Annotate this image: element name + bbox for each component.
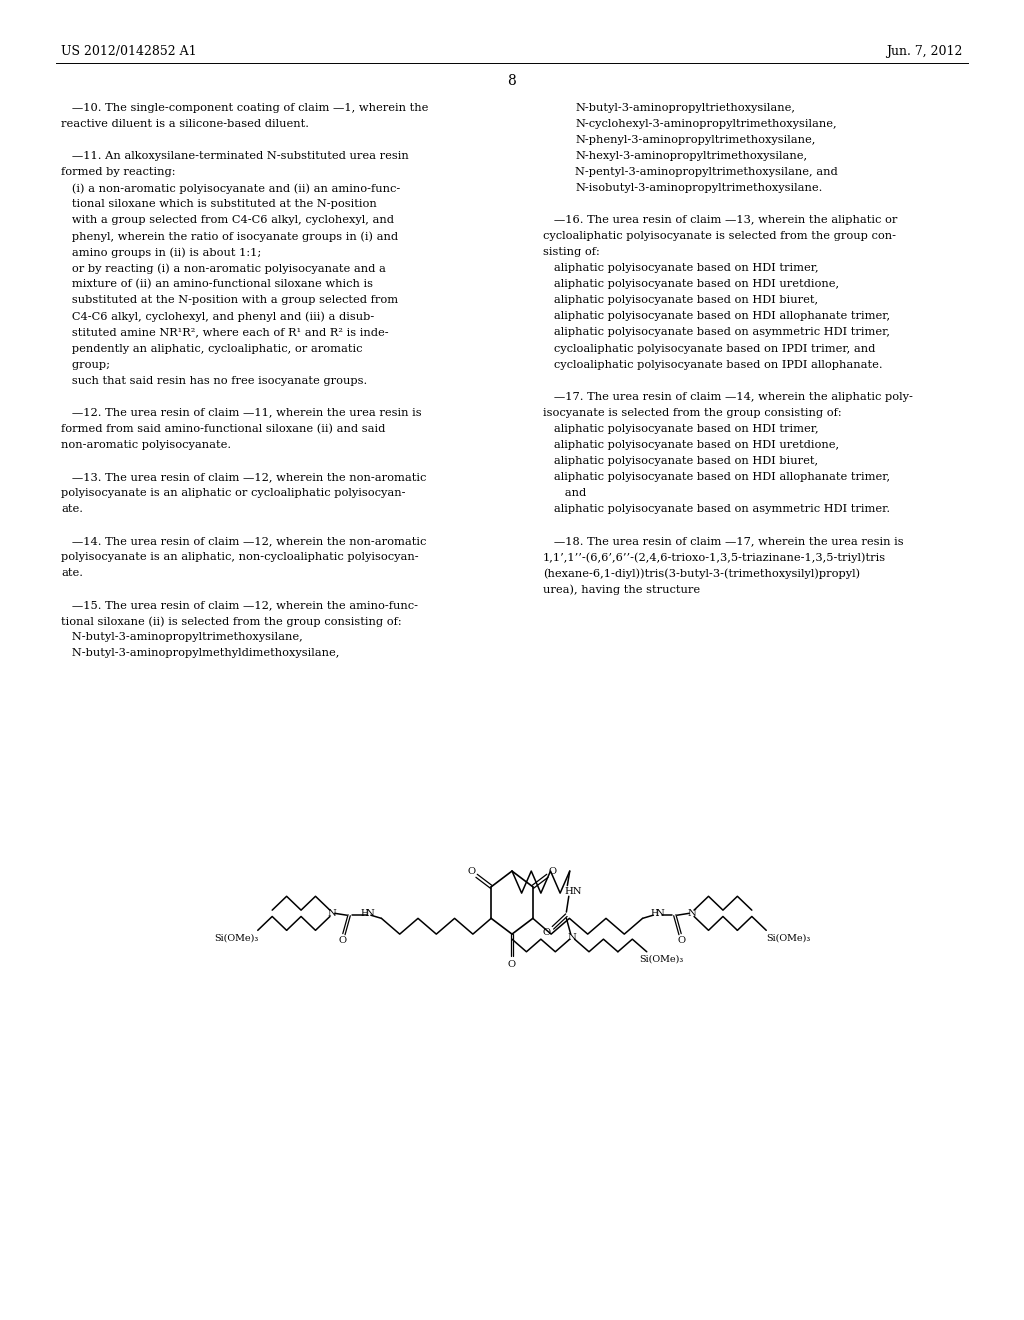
Text: pendently an aliphatic, cycloaliphatic, or aromatic: pendently an aliphatic, cycloaliphatic, … [61, 343, 362, 354]
Text: mixture of (ii) an amino-functional siloxane which is: mixture of (ii) an amino-functional silo… [61, 280, 374, 289]
Text: —15. The urea resin of claim —12, wherein the amino-func-: —15. The urea resin of claim —12, wherei… [61, 601, 419, 610]
Text: aliphatic polyisocyanate based on HDI biuret,: aliphatic polyisocyanate based on HDI bi… [543, 296, 818, 305]
Text: Si(OMe)₃: Si(OMe)₃ [639, 954, 683, 964]
Text: such that said resin has no free isocyanate groups.: such that said resin has no free isocyan… [61, 376, 368, 385]
Text: N-hexyl-3-aminopropyltrimethoxysilane,: N-hexyl-3-aminopropyltrimethoxysilane, [575, 150, 808, 161]
Text: isocyanate is selected from the group consisting of:: isocyanate is selected from the group co… [543, 408, 842, 417]
Text: HN: HN [564, 887, 582, 896]
Text: H: H [360, 908, 369, 917]
Text: tional siloxane which is substituted at the N-position: tional siloxane which is substituted at … [61, 199, 377, 209]
Text: phenyl, wherein the ratio of isocyanate groups in (i) and: phenyl, wherein the ratio of isocyanate … [61, 231, 398, 242]
Text: aliphatic polyisocyanate based on asymmetric HDI trimer,: aliphatic polyisocyanate based on asymme… [543, 327, 890, 338]
Text: and: and [543, 488, 586, 498]
Text: group;: group; [61, 359, 111, 370]
Text: —11. An alkoxysilane-terminated N-substituted urea resin: —11. An alkoxysilane-terminated N-substi… [61, 150, 410, 161]
Text: O: O [549, 867, 557, 876]
Text: N-butyl-3-aminopropyltrimethoxysilane,: N-butyl-3-aminopropyltrimethoxysilane, [61, 632, 303, 643]
Text: O: O [678, 936, 686, 945]
Text: aliphatic polyisocyanate based on asymmetric HDI trimer.: aliphatic polyisocyanate based on asymme… [543, 504, 890, 513]
Text: tional siloxane (ii) is selected from the group consisting of:: tional siloxane (ii) is selected from th… [61, 616, 402, 627]
Text: aliphatic polyisocyanate based on HDI uretdione,: aliphatic polyisocyanate based on HDI ur… [543, 280, 839, 289]
Text: 1,1’,1’’-(6,6’,6’’-(2,4,6-trioxo-1,3,5-triazinane-1,3,5-triyl)tris: 1,1’,1’’-(6,6’,6’’-(2,4,6-trioxo-1,3,5-t… [543, 552, 886, 562]
Text: O: O [338, 936, 346, 945]
Text: aliphatic polyisocyanate based on HDI biuret,: aliphatic polyisocyanate based on HDI bi… [543, 455, 818, 466]
Text: N-butyl-3-aminopropylmethyldimethoxysilane,: N-butyl-3-aminopropylmethyldimethoxysila… [61, 648, 340, 659]
Text: —16. The urea resin of claim —13, wherein the aliphatic or: —16. The urea resin of claim —13, wherei… [543, 215, 897, 226]
Text: (hexane-6,1-diyl))tris(3-butyl-3-(trimethoxysilyl)propyl): (hexane-6,1-diyl))tris(3-butyl-3-(trimet… [543, 568, 860, 578]
Text: 8: 8 [508, 74, 516, 88]
Text: O: O [508, 960, 516, 969]
Text: urea), having the structure: urea), having the structure [543, 583, 699, 595]
Text: N-isobutyl-3-aminopropyltrimethoxysilane.: N-isobutyl-3-aminopropyltrimethoxysilane… [575, 183, 823, 193]
Text: cycloaliphatic polyisocyanate is selected from the group con-: cycloaliphatic polyisocyanate is selecte… [543, 231, 896, 242]
Text: N-cyclohexyl-3-aminopropyltrimethoxysilane,: N-cyclohexyl-3-aminopropyltrimethoxysila… [575, 119, 837, 129]
Text: —17. The urea resin of claim —14, wherein the aliphatic poly-: —17. The urea resin of claim —14, wherei… [543, 392, 912, 401]
Text: N: N [687, 908, 696, 917]
Text: formed from said amino-functional siloxane (ii) and said: formed from said amino-functional siloxa… [61, 424, 386, 434]
Text: —13. The urea resin of claim —12, wherein the non-aromatic: —13. The urea resin of claim —12, wherei… [61, 471, 427, 482]
Text: —18. The urea resin of claim —17, wherein the urea resin is: —18. The urea resin of claim —17, wherei… [543, 536, 903, 546]
Text: (i) a non-aromatic polyisocyanate and (ii) an amino-func-: (i) a non-aromatic polyisocyanate and (i… [61, 183, 400, 194]
Text: US 2012/0142852 A1: US 2012/0142852 A1 [61, 45, 197, 58]
Text: aliphatic polyisocyanate based on HDI trimer,: aliphatic polyisocyanate based on HDI tr… [543, 424, 818, 434]
Text: N: N [655, 908, 664, 917]
Text: H: H [650, 908, 658, 917]
Text: non-aromatic polyisocyanate.: non-aromatic polyisocyanate. [61, 440, 231, 450]
Text: O: O [467, 867, 475, 876]
Text: formed by reacting:: formed by reacting: [61, 168, 176, 177]
Text: N: N [328, 908, 337, 917]
Text: N: N [366, 908, 374, 917]
Text: cycloaliphatic polyisocyanate based on IPDI trimer, and: cycloaliphatic polyisocyanate based on I… [543, 343, 876, 354]
Text: ate.: ate. [61, 504, 83, 513]
Text: Si(OMe)₃: Si(OMe)₃ [766, 933, 810, 942]
Text: or by reacting (i) a non-aromatic polyisocyanate and a: or by reacting (i) a non-aromatic polyis… [61, 263, 386, 275]
Text: N-pentyl-3-aminopropyltrimethoxysilane, and: N-pentyl-3-aminopropyltrimethoxysilane, … [575, 168, 839, 177]
Text: aliphatic polyisocyanate based on HDI allophanate trimer,: aliphatic polyisocyanate based on HDI al… [543, 312, 890, 322]
Text: polyisocyanate is an aliphatic, non-cycloaliphatic polyisocyan-: polyisocyanate is an aliphatic, non-cycl… [61, 552, 419, 562]
Text: N: N [567, 933, 577, 941]
Text: aliphatic polyisocyanate based on HDI uretdione,: aliphatic polyisocyanate based on HDI ur… [543, 440, 839, 450]
Text: Si(OMe)₃: Si(OMe)₃ [214, 933, 258, 942]
Text: substituted at the N-position with a group selected from: substituted at the N-position with a gro… [61, 296, 398, 305]
Text: polyisocyanate is an aliphatic or cycloaliphatic polyisocyan-: polyisocyanate is an aliphatic or cycloa… [61, 488, 406, 498]
Text: cycloaliphatic polyisocyanate based on IPDI allophanate.: cycloaliphatic polyisocyanate based on I… [543, 359, 883, 370]
Text: with a group selected from C4-C6 alkyl, cyclohexyl, and: with a group selected from C4-C6 alkyl, … [61, 215, 394, 226]
Text: C4-C6 alkyl, cyclohexyl, and phenyl and (iii) a disub-: C4-C6 alkyl, cyclohexyl, and phenyl and … [61, 312, 375, 322]
Text: ate.: ate. [61, 568, 83, 578]
Text: aliphatic polyisocyanate based on HDI allophanate trimer,: aliphatic polyisocyanate based on HDI al… [543, 471, 890, 482]
Text: amino groups in (ii) is about 1:1;: amino groups in (ii) is about 1:1; [61, 247, 262, 257]
Text: O: O [543, 928, 551, 937]
Text: —12. The urea resin of claim —11, wherein the urea resin is: —12. The urea resin of claim —11, wherei… [61, 408, 422, 417]
Text: Jun. 7, 2012: Jun. 7, 2012 [886, 45, 963, 58]
Text: —14. The urea resin of claim —12, wherein the non-aromatic: —14. The urea resin of claim —12, wherei… [61, 536, 427, 546]
Text: N-butyl-3-aminopropyltriethoxysilane,: N-butyl-3-aminopropyltriethoxysilane, [575, 103, 796, 114]
Text: aliphatic polyisocyanate based on HDI trimer,: aliphatic polyisocyanate based on HDI tr… [543, 263, 818, 273]
Text: sisting of:: sisting of: [543, 247, 599, 257]
Text: N-phenyl-3-aminopropyltrimethoxysilane,: N-phenyl-3-aminopropyltrimethoxysilane, [575, 135, 816, 145]
Text: stituted amine NR¹R², where each of R¹ and R² is inde-: stituted amine NR¹R², where each of R¹ a… [61, 327, 389, 338]
Text: —10. The single-component coating of claim —1, wherein the: —10. The single-component coating of cla… [61, 103, 429, 114]
Text: reactive diluent is a silicone-based diluent.: reactive diluent is a silicone-based dil… [61, 119, 309, 129]
